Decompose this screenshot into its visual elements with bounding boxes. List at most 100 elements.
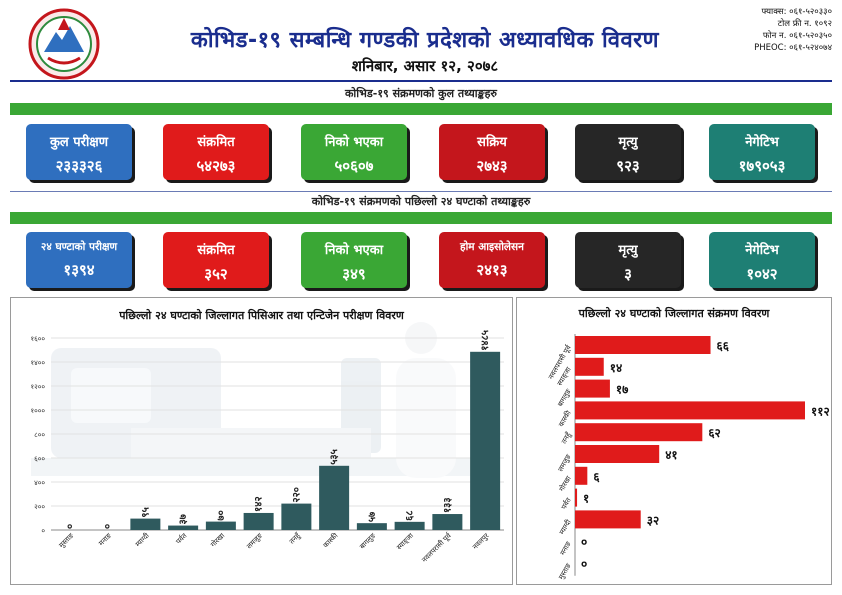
bar <box>205 521 236 530</box>
y-tick-label: गोरखा <box>557 474 573 493</box>
card-24h-recovered: निको भएका ३४९ <box>301 232 407 288</box>
card-label: निको भएका <box>324 135 384 150</box>
y-tick-label: १६०० <box>30 335 45 343</box>
section-divider <box>10 191 832 192</box>
tests-chart-panel: पछिल्लो २४ घण्टाको जिल्लागत पिसिआर तथा ए… <box>10 297 513 585</box>
x-tick-label: नवलपुर <box>471 532 490 551</box>
y-tick-label: ६०० <box>34 455 45 463</box>
bar <box>575 401 805 420</box>
bar <box>575 336 711 354</box>
card-24h-infected: संक्रमित ३५२ <box>163 232 269 288</box>
bar <box>575 423 703 442</box>
data-label: ० <box>581 535 587 549</box>
card-total-infected: संक्रमित ५४२७३ <box>163 124 269 180</box>
infections-chart-title: पछिल्लो २४ घण्टाको जिल्लागत संक्रमण विवर… <box>578 307 770 320</box>
bar <box>575 445 660 463</box>
data-label: १७ <box>616 383 629 397</box>
card-value: १७९०५३ <box>738 157 786 175</box>
data-label: ४१ <box>665 448 677 462</box>
bar <box>575 357 604 376</box>
y-tick-label: १४०० <box>30 359 45 367</box>
tests-chart-title: पछिल्लो २४ घण्टाको जिल्लागत पिसिआर तथा ए… <box>119 309 404 322</box>
x-tick-label: गोरखा <box>209 531 227 549</box>
card-value: २७४३ <box>476 157 508 175</box>
card-label: मृत्यु <box>618 243 638 258</box>
card-value: ३४९ <box>342 265 366 283</box>
data-label: ९५ <box>140 507 151 517</box>
card-label: नेगेटिभ <box>745 135 779 150</box>
card-value: ३५२ <box>204 265 228 283</box>
phone-number: फोन न. ०६१-५२०३५० <box>762 31 832 41</box>
report-date: शनिबार, असार १२, २०७८ <box>351 57 499 75</box>
bar <box>470 351 501 530</box>
card-value: ५४२७३ <box>196 157 236 175</box>
card-label: २४ घण्टाको परीक्षण <box>40 241 118 253</box>
bar <box>575 466 588 485</box>
card-value: १०४२ <box>746 265 778 283</box>
data-label: ५३५ <box>329 449 340 465</box>
card-label: होम आइसोलेसन <box>460 241 524 253</box>
x-tick-label: लमजुङ <box>245 531 264 550</box>
data-label: ० <box>581 557 587 571</box>
card-24h-tests: २४ घण्टाको परीक्षण १३९४ <box>26 232 132 288</box>
nepal-emblem <box>24 8 104 80</box>
card-total-tests: कुल परीक्षण २३३३२६ <box>26 124 132 180</box>
bar <box>356 523 387 530</box>
x-tick-label: मनाङ <box>97 531 113 547</box>
data-label: ७० <box>216 510 227 520</box>
total-section-heading: कोभिड-१९ संक्रमणको कुल तथ्याङ्कहरु <box>344 87 497 100</box>
card-value: ५०६०७ <box>334 157 374 175</box>
bar <box>168 525 199 530</box>
bar <box>319 465 350 530</box>
card-label: संक्रमित <box>197 135 235 150</box>
data-label: ६ <box>593 470 600 484</box>
bar <box>432 514 463 530</box>
card-label: मृत्यु <box>618 135 638 150</box>
y-tick-label: २०० <box>34 503 45 511</box>
data-label: ० <box>103 524 114 529</box>
data-label: २२० <box>291 487 302 503</box>
tests-bar-chart: ० २०० ४०० ६०० ८०० १००० १२०० १४०० १६०० ० मुस्ताङ ० मन… <box>30 322 504 564</box>
x-tick-label: स्याङ्जा <box>395 532 415 552</box>
header-divider <box>10 80 832 82</box>
data-label: ६८ <box>405 510 416 520</box>
bar <box>130 518 161 530</box>
card-label: सक्रिय <box>477 135 507 150</box>
card-total-recovered: निको भएका ५०६०७ <box>301 124 407 180</box>
y-tick-label: बागलुङ <box>556 387 573 408</box>
data-label: १३३ <box>442 497 453 513</box>
card-value: २३३३२६ <box>55 157 103 175</box>
contact-info: फ्याक्स: ०६१-५२०३३० टोल फ्री न. १०९२ फोन… <box>754 6 832 54</box>
card-total-active: सक्रिय २७४३ <box>439 124 545 180</box>
y-tick-label: ० <box>41 527 45 535</box>
data-label: ३२ <box>647 513 659 527</box>
y-tick-label: तनहुँ <box>559 430 574 446</box>
page-title: कोभिड-१९ सम्बन्धि गण्डकी प्रदेशको अध्याव… <box>190 28 660 53</box>
y-tick-label: १२०० <box>30 383 45 391</box>
data-label: ६६ <box>717 339 730 353</box>
bar <box>575 510 641 529</box>
card-total-negative: नेगेटिभ १७९०५३ <box>709 124 815 180</box>
bar <box>281 503 312 530</box>
card-label: कुल परीक्षण <box>49 135 109 150</box>
card-value: ३ <box>624 265 632 283</box>
bar <box>243 512 274 530</box>
x-tick-label: नवलपरासी पूर्व <box>420 530 454 564</box>
y-tick-label: मनाङ <box>559 540 573 557</box>
bar <box>575 488 578 507</box>
card-24h-deaths: मृत्यु ३ <box>575 232 681 288</box>
y-tick-label: पर्वत <box>559 495 573 511</box>
infections-chart-panel: पछिल्लो २४ घण्टाको जिल्लागत संक्रमण विवर… <box>516 297 832 585</box>
x-tick-label: कास्की <box>321 531 340 550</box>
x-tick-label: म्याग्दी <box>133 531 151 549</box>
card-total-deaths: मृत्यु ९२३ <box>575 124 681 180</box>
data-label: १ <box>583 492 589 506</box>
y-tick-label: १००० <box>30 407 45 415</box>
data-label: ० <box>65 524 76 529</box>
y-tick-label: म्याग्दी <box>557 518 573 536</box>
data-label: ५७ <box>367 511 378 522</box>
bar <box>394 521 425 530</box>
y-tick-label: ८०० <box>34 431 45 439</box>
last24-section-bar <box>10 212 832 224</box>
y-tick-label: मुस्ताङ <box>557 562 573 581</box>
